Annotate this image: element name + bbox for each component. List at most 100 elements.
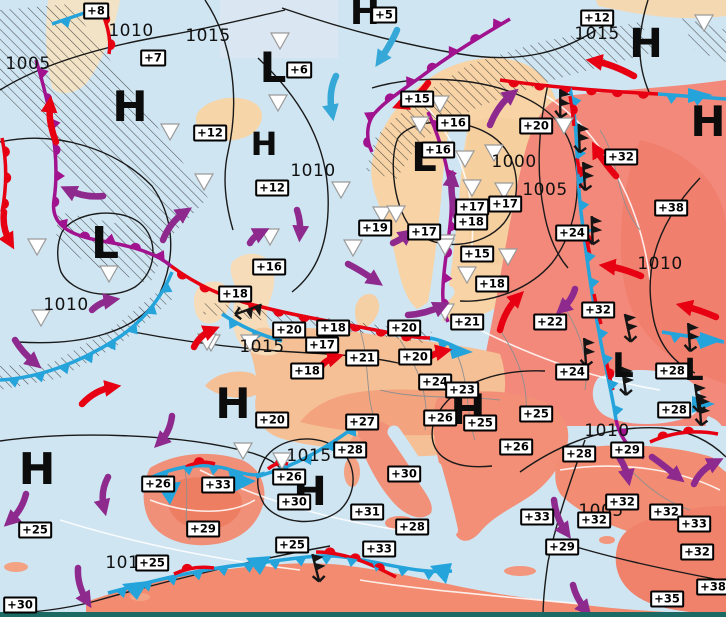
cold-front-pip bbox=[598, 328, 609, 340]
cold-front-pip bbox=[301, 454, 313, 466]
purple-flow-arrow-icon bbox=[292, 206, 310, 243]
warm-front bbox=[173, 565, 215, 576]
cold-front-pip bbox=[617, 427, 629, 439]
cold-front-pip bbox=[665, 94, 678, 105]
warm-front-pip bbox=[54, 144, 61, 156]
warm-front-pip bbox=[426, 62, 437, 72]
cold-front-pip bbox=[33, 372, 46, 383]
purple-flow-arrow-icon bbox=[344, 260, 383, 286]
warm-front-pip bbox=[611, 91, 623, 98]
purple-flow-arrow-icon bbox=[11, 336, 42, 369]
red-flow-arrow-icon bbox=[591, 141, 620, 180]
shower-symbol-icon bbox=[342, 239, 364, 258]
red-flow-arrow-icon bbox=[496, 291, 524, 334]
cyan-flow-arrow-icon bbox=[322, 72, 340, 122]
warm-front-pip bbox=[534, 84, 546, 91]
red-flow-arrow-icon bbox=[675, 299, 720, 321]
warm-front-pip bbox=[199, 284, 210, 293]
cold-front-pip bbox=[324, 440, 335, 452]
shower-symbol-icon bbox=[371, 206, 393, 225]
warm-front-pip bbox=[374, 563, 385, 571]
shower-symbol-icon bbox=[271, 452, 293, 471]
warm-front-pip bbox=[2, 198, 9, 210]
cold-front-pip bbox=[208, 465, 221, 476]
cold-front-pip bbox=[585, 251, 596, 263]
warm-front-pip bbox=[585, 89, 597, 96]
occluded-front bbox=[366, 17, 511, 153]
warm-front-pip bbox=[177, 270, 188, 280]
cold-front-pip bbox=[161, 282, 173, 293]
purple-flow-arrow-icon bbox=[550, 496, 571, 539]
warm-front-pip bbox=[607, 368, 615, 380]
warm-front-pip bbox=[363, 136, 370, 148]
cold-front-pip bbox=[320, 555, 333, 565]
sea-ionian bbox=[430, 462, 458, 536]
cold-front-pip bbox=[449, 220, 459, 233]
landmass-cyprus bbox=[599, 536, 615, 544]
shower-symbol-icon bbox=[239, 334, 261, 353]
cold-front-pip bbox=[397, 566, 410, 577]
shower-symbol-icon bbox=[232, 442, 254, 461]
warm-front-pip bbox=[657, 431, 669, 439]
cold-front-pip bbox=[589, 276, 600, 289]
cold-front-pip bbox=[443, 272, 453, 285]
sea-caspian bbox=[705, 416, 726, 472]
cold-front-pip bbox=[448, 46, 459, 57]
purple-flow-arrow-icon bbox=[159, 207, 193, 244]
warm-front bbox=[568, 95, 576, 127]
cold-front-pip bbox=[59, 17, 71, 29]
shower-symbol-icon bbox=[269, 32, 291, 51]
purple-flow-arrow-icon bbox=[648, 453, 685, 483]
wind-barb-icon bbox=[578, 161, 595, 192]
landmass-north-africa bbox=[86, 563, 726, 617]
purple-flow-arrow-icon bbox=[569, 581, 592, 617]
warm-front-pip bbox=[350, 553, 361, 561]
purple-flow-arrow-icon bbox=[88, 293, 121, 314]
cold-front-pip bbox=[182, 465, 195, 476]
purple-flow-arrow-icon bbox=[555, 285, 579, 315]
symbols-layer bbox=[0, 14, 724, 617]
shower-symbol-icon bbox=[434, 238, 456, 257]
cold-front bbox=[255, 419, 364, 479]
shower-symbol-icon bbox=[454, 150, 476, 169]
cold-front-pip bbox=[115, 587, 128, 599]
wind-barb-icon bbox=[234, 303, 263, 321]
shower-symbol-icon bbox=[553, 117, 575, 136]
cold-front-pip bbox=[38, 67, 49, 80]
sea-cool-patch bbox=[220, 0, 338, 58]
wind-barb-icon bbox=[573, 124, 590, 154]
shower-symbol-icon bbox=[385, 205, 407, 224]
sea-adriatic bbox=[387, 425, 439, 497]
cold-front-pip bbox=[268, 560, 281, 570]
shower-symbol-icon bbox=[409, 116, 431, 135]
cold-front-pip bbox=[613, 404, 624, 417]
wind-barb-icon bbox=[623, 313, 638, 343]
warm-front-pip bbox=[508, 81, 520, 88]
cold-front-pip bbox=[166, 575, 178, 586]
warm-front-pip bbox=[181, 563, 193, 571]
purple-flow-arrow-icon bbox=[486, 88, 519, 129]
purple-flow-arrow-icon bbox=[74, 564, 92, 609]
purple-flow-arrow-icon bbox=[93, 473, 112, 517]
shower-symbol-icon bbox=[267, 94, 289, 113]
warm-front-pip bbox=[324, 547, 336, 554]
warm-front bbox=[649, 430, 719, 444]
landmass-arctic-coast bbox=[596, 0, 726, 19]
cold-front-pip bbox=[82, 352, 94, 364]
landmass-brittany bbox=[205, 371, 260, 398]
shower-symbol-icon bbox=[456, 266, 478, 285]
cold-front-pip bbox=[364, 111, 375, 123]
cold-front-pip bbox=[228, 318, 240, 330]
shower-symbol-icon bbox=[461, 179, 483, 198]
landmass-russia-hot-core bbox=[620, 140, 726, 384]
shower-symbol-icon bbox=[693, 14, 715, 33]
shower-symbol-icon bbox=[30, 309, 52, 328]
cold-front-pip bbox=[406, 76, 417, 88]
warm-front-pip bbox=[401, 334, 413, 342]
landmass-canary bbox=[4, 562, 28, 572]
warm-front-pip bbox=[193, 457, 205, 464]
cold-front-pip bbox=[294, 556, 307, 567]
wind-barb-icon bbox=[554, 89, 571, 119]
warm-front-pip bbox=[298, 315, 310, 323]
